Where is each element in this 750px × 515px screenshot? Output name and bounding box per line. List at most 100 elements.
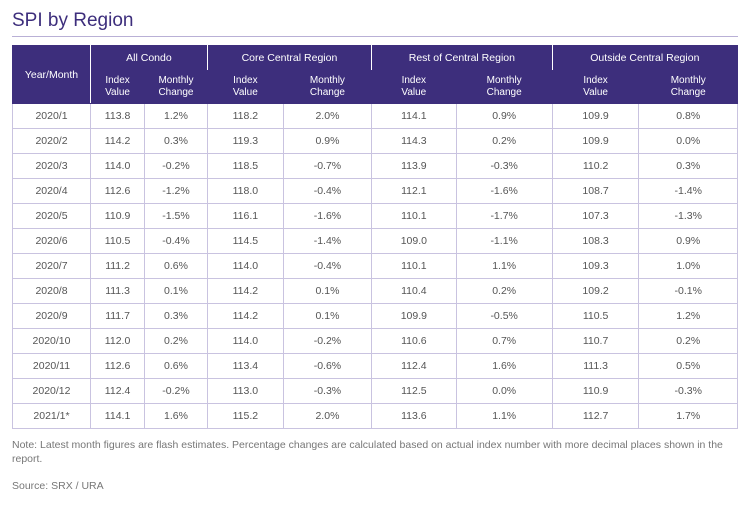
cell-value: 1.0% [639,254,738,279]
cell-value: 114.0 [207,254,283,279]
col-sub: Monthly Change [639,71,738,104]
col-sub: Index Value [552,71,639,104]
cell-value: 112.4 [372,354,457,379]
cell-value: -0.1% [639,279,738,304]
cell-value: 118.5 [207,154,283,179]
cell-value: -0.2% [145,379,208,404]
cell-value: 113.8 [91,104,145,129]
cell-value: 111.3 [91,279,145,304]
table-row: 2020/5110.9-1.5%116.1-1.6%110.1-1.7%107.… [13,204,738,229]
cell-value: 0.7% [456,329,552,354]
cell-value: 110.1 [372,254,457,279]
cell-value: -1.2% [145,179,208,204]
cell-value: 114.0 [207,329,283,354]
cell-value: 112.7 [552,404,639,429]
cell-value: 114.2 [91,129,145,154]
cell-value: 109.9 [372,304,457,329]
cell-value: -1.3% [639,204,738,229]
cell-value: 2.0% [283,104,371,129]
cell-value: 0.5% [639,354,738,379]
cell-value: 1.1% [456,254,552,279]
cell-value: -0.3% [639,379,738,404]
cell-value: 114.1 [372,104,457,129]
cell-value: 113.9 [372,154,457,179]
table-row: 2020/12112.4-0.2%113.0-0.3%112.50.0%110.… [13,379,738,404]
cell-value: 1.2% [639,304,738,329]
cell-value: 0.0% [456,379,552,404]
cell-value: 0.8% [639,104,738,129]
cell-value: 112.1 [372,179,457,204]
table-row: 2020/3114.0-0.2%118.5-0.7%113.9-0.3%110.… [13,154,738,179]
cell-value: 0.9% [283,129,371,154]
table-row: 2020/4112.6-1.2%118.0-0.4%112.1-1.6%108.… [13,179,738,204]
cell-value: 109.3 [552,254,639,279]
cell-value: 109.2 [552,279,639,304]
cell-value: 0.0% [639,129,738,154]
footnote: Note: Latest month figures are flash est… [12,439,738,466]
cell-value: 0.3% [145,129,208,154]
cell-value: 110.1 [372,204,457,229]
table-row: 2020/8111.30.1%114.20.1%110.40.2%109.2-0… [13,279,738,304]
cell-value: 0.2% [639,329,738,354]
cell-value: 0.6% [145,254,208,279]
cell-value: 107.3 [552,204,639,229]
cell-year-month: 2020/8 [13,279,91,304]
spi-table: Year/MonthAll CondoCore Central RegionRe… [12,45,738,429]
table-row: 2020/7111.20.6%114.0-0.4%110.11.1%109.31… [13,254,738,279]
cell-year-month: 2020/2 [13,129,91,154]
cell-value: 111.3 [552,354,639,379]
col-group: Core Central Region [207,46,371,71]
cell-value: 110.6 [372,329,457,354]
cell-value: 110.2 [552,154,639,179]
cell-value: -0.5% [456,304,552,329]
cell-value: 110.7 [552,329,639,354]
cell-value: 108.7 [552,179,639,204]
cell-value: -0.2% [283,329,371,354]
cell-year-month: 2020/9 [13,304,91,329]
cell-value: 113.0 [207,379,283,404]
cell-value: 119.3 [207,129,283,154]
col-sub: Index Value [91,71,145,104]
table-row: 2020/6110.5-0.4%114.5-1.4%109.0-1.1%108.… [13,229,738,254]
cell-year-month: 2020/12 [13,379,91,404]
cell-value: 111.2 [91,254,145,279]
page-title: SPI by Region [12,10,738,37]
cell-value: 118.0 [207,179,283,204]
cell-value: 112.6 [91,179,145,204]
cell-value: -0.4% [283,254,371,279]
cell-value: -0.6% [283,354,371,379]
cell-value: 112.0 [91,329,145,354]
cell-value: 109.9 [552,104,639,129]
cell-value: 109.9 [552,129,639,154]
cell-value: -1.1% [456,229,552,254]
table-row: 2021/1*114.11.6%115.22.0%113.61.1%112.71… [13,404,738,429]
cell-value: -0.4% [283,179,371,204]
cell-value: 0.2% [145,329,208,354]
cell-value: 116.1 [207,204,283,229]
cell-value: 118.2 [207,104,283,129]
table-row: 2020/1113.81.2%118.22.0%114.10.9%109.90.… [13,104,738,129]
cell-value: 115.2 [207,404,283,429]
cell-year-month: 2020/3 [13,154,91,179]
cell-value: 0.9% [456,104,552,129]
cell-value: 113.4 [207,354,283,379]
cell-value: 2.0% [283,404,371,429]
cell-value: 113.6 [372,404,457,429]
col-group: Outside Central Region [552,46,737,71]
cell-value: 112.6 [91,354,145,379]
cell-value: 114.3 [372,129,457,154]
cell-value: 1.6% [145,404,208,429]
cell-year-month: 2020/1 [13,104,91,129]
cell-year-month: 2020/6 [13,229,91,254]
cell-value: 1.2% [145,104,208,129]
cell-value: 112.5 [372,379,457,404]
cell-value: -1.4% [639,179,738,204]
cell-value: -1.4% [283,229,371,254]
cell-value: 0.1% [283,279,371,304]
cell-value: 0.1% [283,304,371,329]
cell-value: 1.7% [639,404,738,429]
col-sub: Index Value [372,71,457,104]
cell-value: 110.9 [91,204,145,229]
cell-year-month: 2020/5 [13,204,91,229]
cell-value: 112.4 [91,379,145,404]
